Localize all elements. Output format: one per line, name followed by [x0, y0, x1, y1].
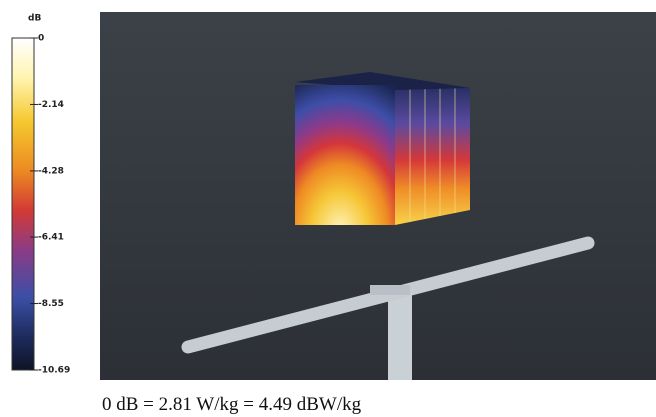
phantom-cube	[295, 72, 470, 225]
colorbar-tick-label: -2.14	[38, 100, 64, 110]
colorbar-tick-label: -10.69	[38, 366, 70, 376]
antenna-pole	[388, 285, 412, 380]
colorbar-tick-label: -6.41	[38, 233, 64, 243]
colorbar	[11, 37, 35, 371]
colorbar-tick-label: -4.28	[38, 166, 64, 176]
colorbar-tick-label: -8.55	[38, 299, 64, 309]
cube-side	[395, 80, 470, 225]
antenna-feed	[370, 285, 410, 295]
cube-front	[295, 85, 395, 225]
antenna	[181, 236, 595, 380]
caption: 0 dB = 2.81 W/kg = 4.49 dBW/kg	[102, 394, 362, 415]
colorbar-ticks: 0 -2.14 -4.28 -6.41 -8.55 -10.69	[30, 34, 70, 376]
colorbar-unit: dB	[28, 14, 41, 24]
colorbar-tick-label: 0	[38, 34, 44, 44]
